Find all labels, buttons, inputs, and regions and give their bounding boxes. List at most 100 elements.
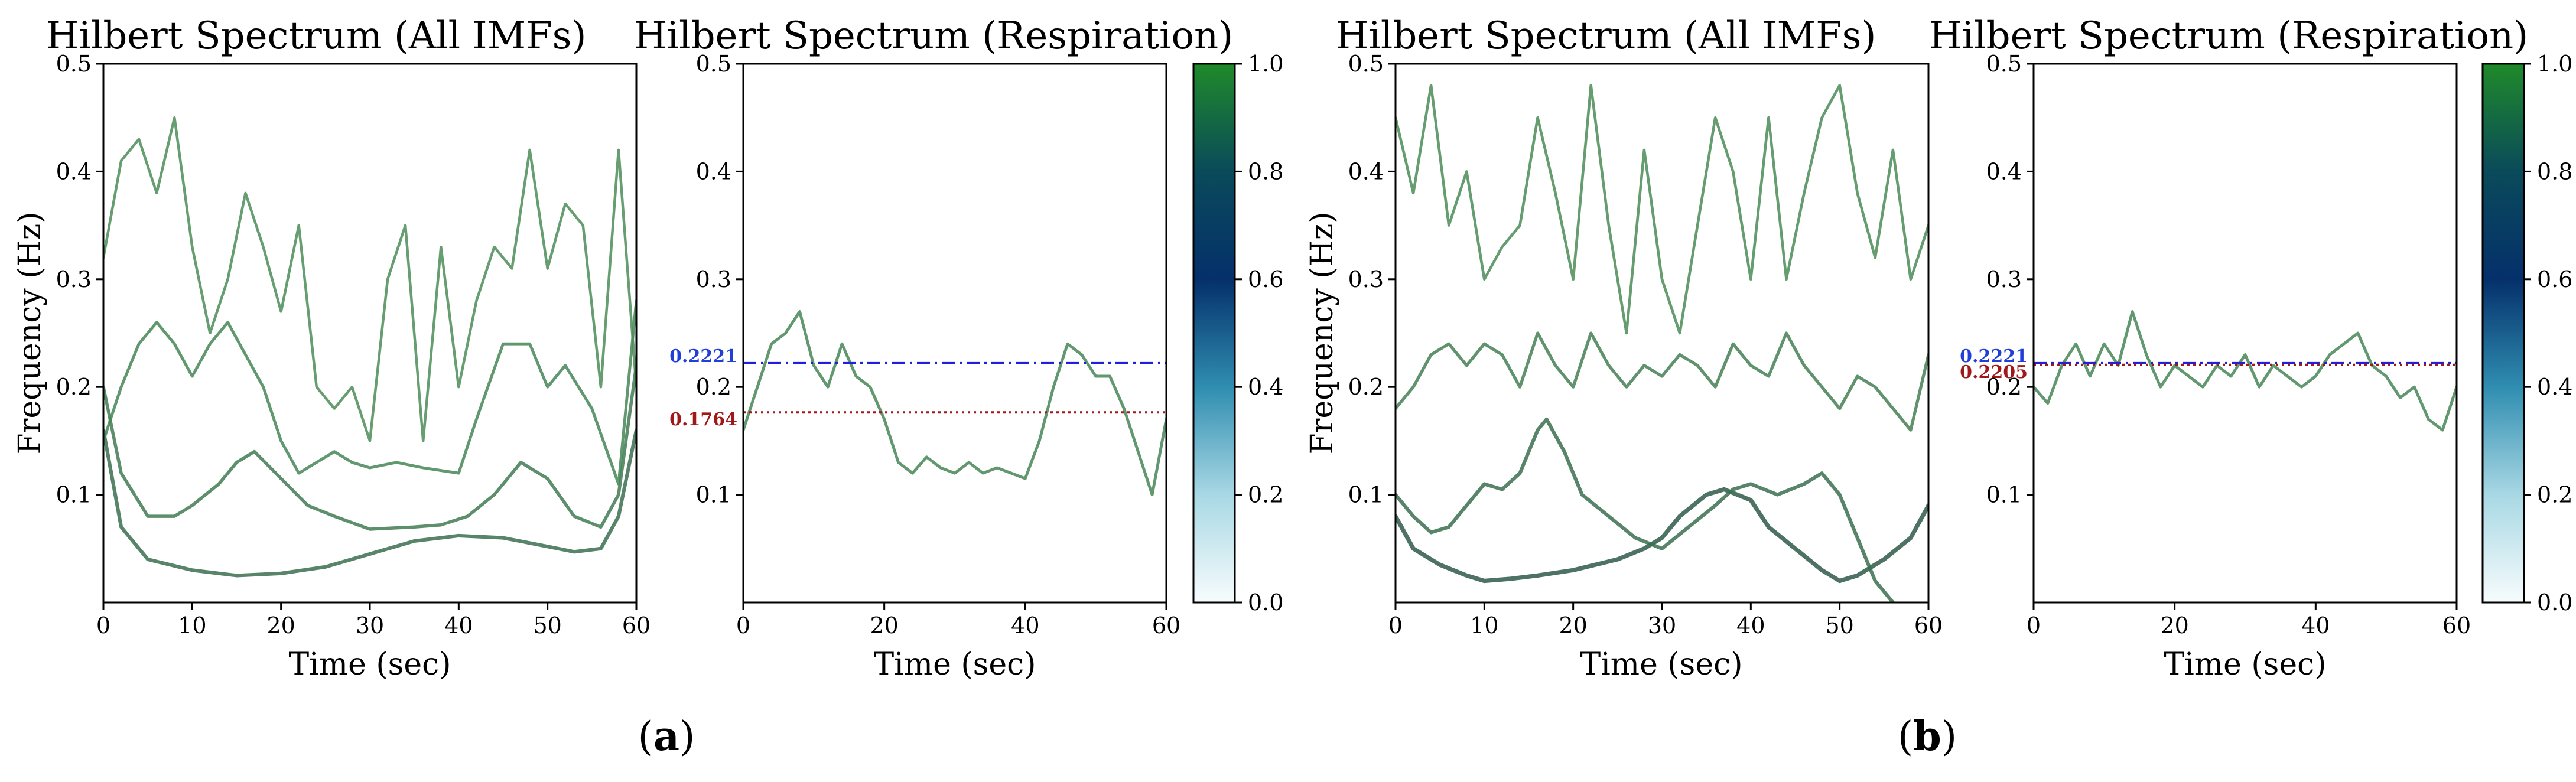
chart-b-all-imfs: Hilbert Spectrum (All IMFs) 0 10 20 30 40 50 6… xyxy=(1305,14,1943,682)
y-tick-label: 0.3 xyxy=(56,266,92,292)
y-tick-label: 0.1 xyxy=(1986,482,2022,508)
colorbar-tick-label: 0.8 xyxy=(1248,158,1283,184)
x-tick-label: 60 xyxy=(622,612,650,638)
y-ticks: 0.1 0.2 0.3 0.4 0.5 xyxy=(1348,51,1396,508)
x-tick-label: 0 xyxy=(736,612,750,638)
series-layer xyxy=(743,310,1166,497)
colorbar-tick-label: 0.4 xyxy=(2537,374,2572,400)
axes-frame xyxy=(1394,63,1930,604)
plot-area: 0.2221 0.1764 0 20 40 60 0.1 0.2 0.3 0.4 0.5 xyxy=(669,51,1180,638)
x-tick-label: 40 xyxy=(1011,612,1039,638)
x-tick-label: 0 xyxy=(96,612,110,638)
x-tick-label: 20 xyxy=(870,612,898,638)
x-ticks: 0 20 40 60 xyxy=(2027,602,2471,638)
colorbar-ticks: 0.0 0.2 0.4 0.6 0.8 1.0 xyxy=(2524,51,2572,615)
imf-ridge-2 xyxy=(103,363,636,531)
colorbar-tick-label: 0.6 xyxy=(2537,266,2572,292)
y-tick-label: 0.2 xyxy=(696,374,731,400)
x-ticks: 0 20 40 60 xyxy=(736,602,1180,638)
y-tick-label: 0.2 xyxy=(1986,374,2022,400)
colorbar-tick-label: 0.2 xyxy=(2537,482,2572,508)
y-axis-label: Frequency (Hz) xyxy=(1305,211,1340,454)
x-tick-label: 0 xyxy=(1388,612,1403,638)
plot-area: 0 10 20 30 40 50 60 0.1 0.2 0.3 0.4 0.5 xyxy=(1348,51,1943,638)
x-tick-label: 0 xyxy=(2027,612,2041,638)
imf-ridge-1 xyxy=(1396,487,1928,584)
reference-line-label: 0.2205 xyxy=(1960,362,2028,383)
x-tick-label: 30 xyxy=(1648,612,1676,638)
y-tick-label: 0.3 xyxy=(1348,266,1384,292)
colorbar-tick-label: 0.2 xyxy=(1248,482,1283,508)
axes-frame xyxy=(2032,63,2458,604)
x-tick-label: 10 xyxy=(178,612,206,638)
reference-line-label: 0.2221 xyxy=(1960,346,2028,367)
chart-a-respiration: Hilbert Spectrum (Respiration) 0.2221 0.1… xyxy=(634,14,1233,682)
imf-ridge-1 xyxy=(743,310,1166,497)
colorbar-gradient xyxy=(2481,63,2525,604)
x-tick-label: 10 xyxy=(1470,612,1498,638)
colorbar-b: 0.0 0.2 0.4 0.6 0.8 1.0 xyxy=(2481,51,2572,615)
colorbar-gradient xyxy=(1192,63,1236,604)
y-tick-label: 0.4 xyxy=(1986,158,2022,184)
x-tick-label: 40 xyxy=(444,612,473,638)
chart-b-respiration: Hilbert Spectrum (Respiration) 0.22210.2… xyxy=(1929,14,2528,682)
axes-frame xyxy=(742,63,1167,604)
x-tick-label: 40 xyxy=(1736,612,1765,638)
y-tick-label: 0.4 xyxy=(696,158,731,184)
imf-ridge-3 xyxy=(1396,331,1928,432)
x-tick-label: 40 xyxy=(2301,612,2330,638)
y-ticks: 0.1 0.2 0.3 0.4 0.5 xyxy=(696,51,743,508)
x-tick-label: 50 xyxy=(1825,612,1853,638)
reference-line-label: 0.1764 xyxy=(669,409,737,430)
x-tick-label: 60 xyxy=(2442,612,2471,638)
reference-line-label: 0.2221 xyxy=(669,346,737,367)
colorbar-tick-label: 1.0 xyxy=(1248,51,1283,77)
imf-ridge-4 xyxy=(103,116,636,442)
panel-label-a: (a) xyxy=(638,713,695,760)
y-ticks: 0.1 0.2 0.3 0.4 0.5 xyxy=(56,51,103,508)
chart-a-all-imfs: Hilbert Spectrum (All IMFs) 0 10 20 30 40 50 6… xyxy=(12,14,650,682)
chart-title: Hilbert Spectrum (Respiration) xyxy=(634,14,1233,58)
imf-ridge-1 xyxy=(2034,310,2457,432)
colorbar-a: 0.0 0.2 0.4 0.6 0.8 1.0 xyxy=(1192,51,1283,615)
colorbar-tick-label: 0.4 xyxy=(1248,374,1283,400)
imf-ridge-4 xyxy=(1396,84,1928,335)
x-tick-label: 60 xyxy=(1914,612,1943,638)
imf-ridge-1 xyxy=(103,428,636,578)
colorbar-tick-label: 0.0 xyxy=(2537,589,2572,615)
series-layer xyxy=(2034,310,2457,432)
series-layer xyxy=(1396,84,1928,602)
x-axis-label: Time (sec) xyxy=(1580,647,1742,682)
y-tick-label: 0.2 xyxy=(1348,374,1384,400)
y-tick-label: 0.2 xyxy=(56,374,92,400)
y-tick-label: 0.3 xyxy=(696,266,731,292)
x-tick-label: 20 xyxy=(2160,612,2188,638)
x-tick-label: 20 xyxy=(1559,612,1587,638)
plot-area: 0 10 20 30 40 50 60 0.1 0.2 0.3 0.4 0.5 xyxy=(56,51,651,638)
y-tick-label: 0.5 xyxy=(1986,51,2022,77)
y-tick-label: 0.1 xyxy=(1348,482,1384,508)
panel-label-b: (b) xyxy=(1898,713,1957,760)
imf-ridge-3 xyxy=(103,299,636,486)
y-tick-label: 0.5 xyxy=(1348,51,1384,77)
x-axis-label: Time (sec) xyxy=(288,647,451,682)
colorbar-ticks: 0.0 0.2 0.4 0.6 0.8 1.0 xyxy=(1235,51,1283,615)
series-layer xyxy=(103,116,636,578)
colorbar-tick-label: 1.0 xyxy=(2537,51,2572,77)
y-tick-label: 0.4 xyxy=(56,158,92,184)
y-tick-label: 0.1 xyxy=(56,482,92,508)
y-axis-label: Frequency (Hz) xyxy=(12,211,48,454)
y-tick-label: 0.1 xyxy=(696,482,731,508)
x-tick-label: 30 xyxy=(356,612,384,638)
chart-title: Hilbert Spectrum (Respiration) xyxy=(1929,14,2528,58)
x-ticks: 0 10 20 30 40 50 60 xyxy=(1388,602,1943,638)
colorbar-tick-label: 0.8 xyxy=(2537,158,2572,184)
colorbar-tick-label: 0.0 xyxy=(1248,589,1283,615)
x-tick-label: 20 xyxy=(266,612,295,638)
chart-title: Hilbert Spectrum (All IMFs) xyxy=(46,14,587,58)
y-tick-label: 0.3 xyxy=(1986,266,2022,292)
x-axis-label: Time (sec) xyxy=(873,647,1036,682)
chart-title: Hilbert Spectrum (All IMFs) xyxy=(1336,14,1876,58)
